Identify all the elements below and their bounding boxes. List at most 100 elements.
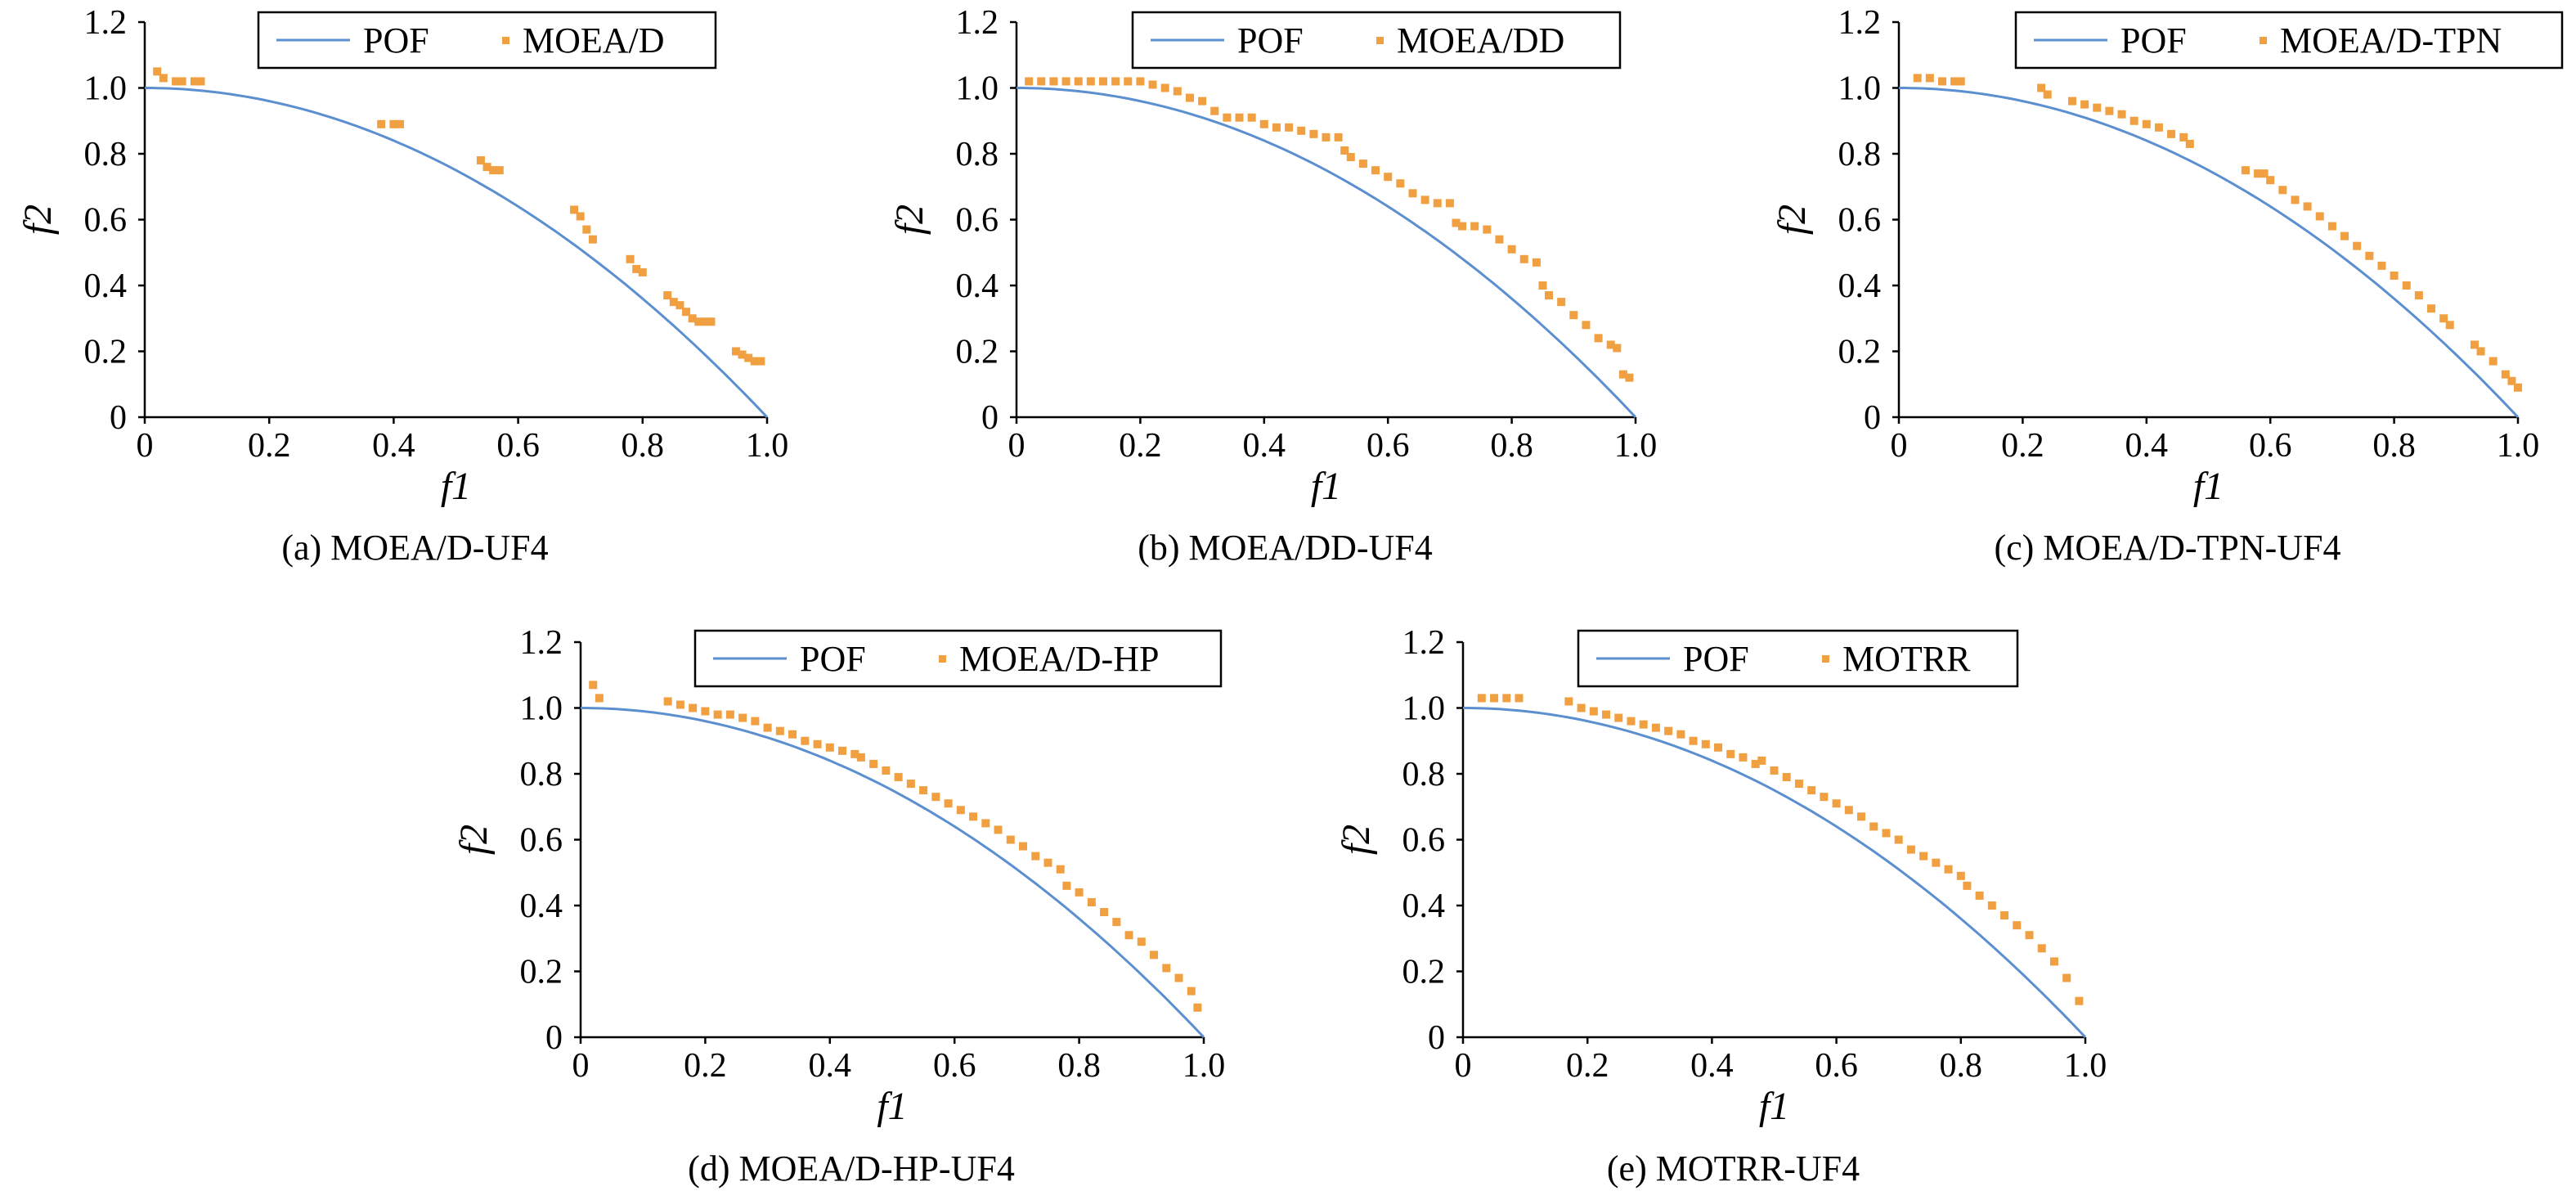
x-tick-label: 0.6	[933, 1047, 976, 1085]
data-point	[1714, 743, 1723, 752]
data-point	[1651, 723, 1660, 732]
data-point	[1925, 74, 1934, 83]
data-point	[1470, 222, 1479, 231]
data-point	[2445, 321, 2454, 330]
legend-label: POF	[2120, 20, 2187, 61]
data-point	[1495, 235, 1504, 244]
x-tick-label: 0.8	[2372, 427, 2416, 465]
x-tick-label: 0	[137, 427, 154, 465]
data-point	[1259, 119, 1268, 128]
data-point	[701, 707, 710, 716]
data-point	[582, 225, 591, 234]
y-tick-label: 0.8	[1838, 136, 1882, 173]
data-point	[750, 357, 759, 366]
x-tick-label: 1.0	[1614, 427, 1658, 465]
data-point	[482, 163, 491, 172]
x-tick-label: 0	[1891, 427, 1908, 465]
data-point	[1613, 344, 1622, 353]
data-point	[756, 357, 765, 366]
data-point	[1832, 799, 1841, 808]
data-point	[2439, 314, 2448, 323]
x-tick-label: 0.8	[622, 427, 665, 465]
legend-label: POF	[1237, 20, 1304, 61]
data-point	[838, 746, 847, 755]
data-point	[2013, 921, 2022, 930]
y-axis-label: f2	[452, 825, 496, 855]
y-tick-label: 1.2	[84, 4, 128, 42]
data-point	[1757, 756, 1766, 765]
data-point	[2414, 291, 2423, 300]
data-point	[788, 730, 797, 739]
y-tick-label: 0.4	[1402, 888, 1446, 925]
x-tick-label: 0.2	[2001, 427, 2044, 465]
data-point	[1006, 835, 1015, 844]
legend-label: MOEA/D-HP	[959, 639, 1159, 679]
data-point	[2000, 911, 2009, 920]
data-point	[1358, 160, 1367, 169]
y-tick-label: 0.4	[520, 888, 563, 925]
data-point	[2142, 119, 2151, 128]
data-point	[2062, 973, 2071, 982]
y-tick-label: 0.8	[520, 756, 563, 793]
data-point	[1782, 773, 1791, 782]
data-point	[675, 700, 684, 709]
chart-caption: (c) MOEA/D-TPN-UF4	[1994, 528, 2340, 568]
legend-point-swatch	[1822, 655, 1829, 663]
data-point	[1664, 726, 1673, 735]
data-point	[159, 74, 168, 83]
data-point	[1223, 113, 1232, 122]
y-tick-label: 1.0	[1838, 70, 1882, 108]
data-point	[1894, 835, 1903, 844]
data-point	[1137, 937, 1146, 946]
data-point	[1639, 720, 1648, 729]
data-point	[725, 710, 734, 719]
data-point	[2365, 251, 2374, 260]
data-point	[1420, 196, 1429, 204]
legend-label: MOTRR	[1842, 639, 1971, 679]
legend-label: POF	[363, 20, 429, 61]
x-tick-label: 0.4	[1243, 427, 1286, 465]
data-point	[2037, 944, 2046, 953]
data-point	[1210, 106, 1219, 115]
data-point	[1075, 888, 1084, 897]
data-point	[2278, 186, 2287, 195]
data-point	[1408, 189, 1417, 198]
y-tick-label: 0	[110, 399, 127, 437]
data-point	[2037, 83, 2046, 92]
legend: POF MOEA/D-TPN	[2014, 11, 2564, 70]
data-point	[1820, 793, 1829, 802]
data-point	[1739, 753, 1748, 762]
y-tick-label: 0.4	[1838, 267, 1882, 305]
pof-line	[145, 87, 769, 419]
data-point	[589, 681, 598, 690]
data-point	[2025, 931, 2034, 940]
data-point	[1111, 77, 1120, 86]
data-point	[1086, 77, 1095, 86]
chart-panel-e: 0 0.2 0.4 0.6 0.8 1.0 1.2 0 0.2 0.4 0.6 0.8 1.0 f1 f2 P…	[1335, 624, 2107, 1189]
legend-box	[257, 11, 717, 70]
data-point	[2167, 129, 2176, 138]
data-point	[2315, 212, 2324, 221]
pof-line	[581, 707, 1205, 1039]
data-point	[2390, 271, 2399, 280]
data-point	[1272, 123, 1281, 132]
x-tick-label: 0.2	[684, 1047, 727, 1085]
y-tick-label: 1.2	[956, 4, 999, 42]
data-point	[850, 749, 859, 758]
y-tick-label: 0.2	[84, 334, 128, 371]
data-point	[1193, 1003, 1202, 1012]
data-point	[1185, 93, 1194, 102]
x-tick-label: 1.0	[1183, 1047, 1226, 1085]
data-point	[489, 166, 498, 175]
y-tick-label: 0.2	[520, 954, 563, 991]
data-point	[682, 308, 691, 317]
chart-caption: (d) MOEA/D-HP-UF4	[688, 1148, 1015, 1189]
data-point	[1124, 931, 1133, 940]
data-point	[1247, 113, 1256, 122]
pof-line	[1016, 87, 1637, 419]
data-point	[1031, 852, 1040, 861]
x-axis-label: f1	[1759, 1085, 1789, 1128]
data-point	[1100, 908, 1109, 917]
data-point	[1340, 146, 1349, 155]
y-axis-label: f2	[16, 204, 60, 235]
